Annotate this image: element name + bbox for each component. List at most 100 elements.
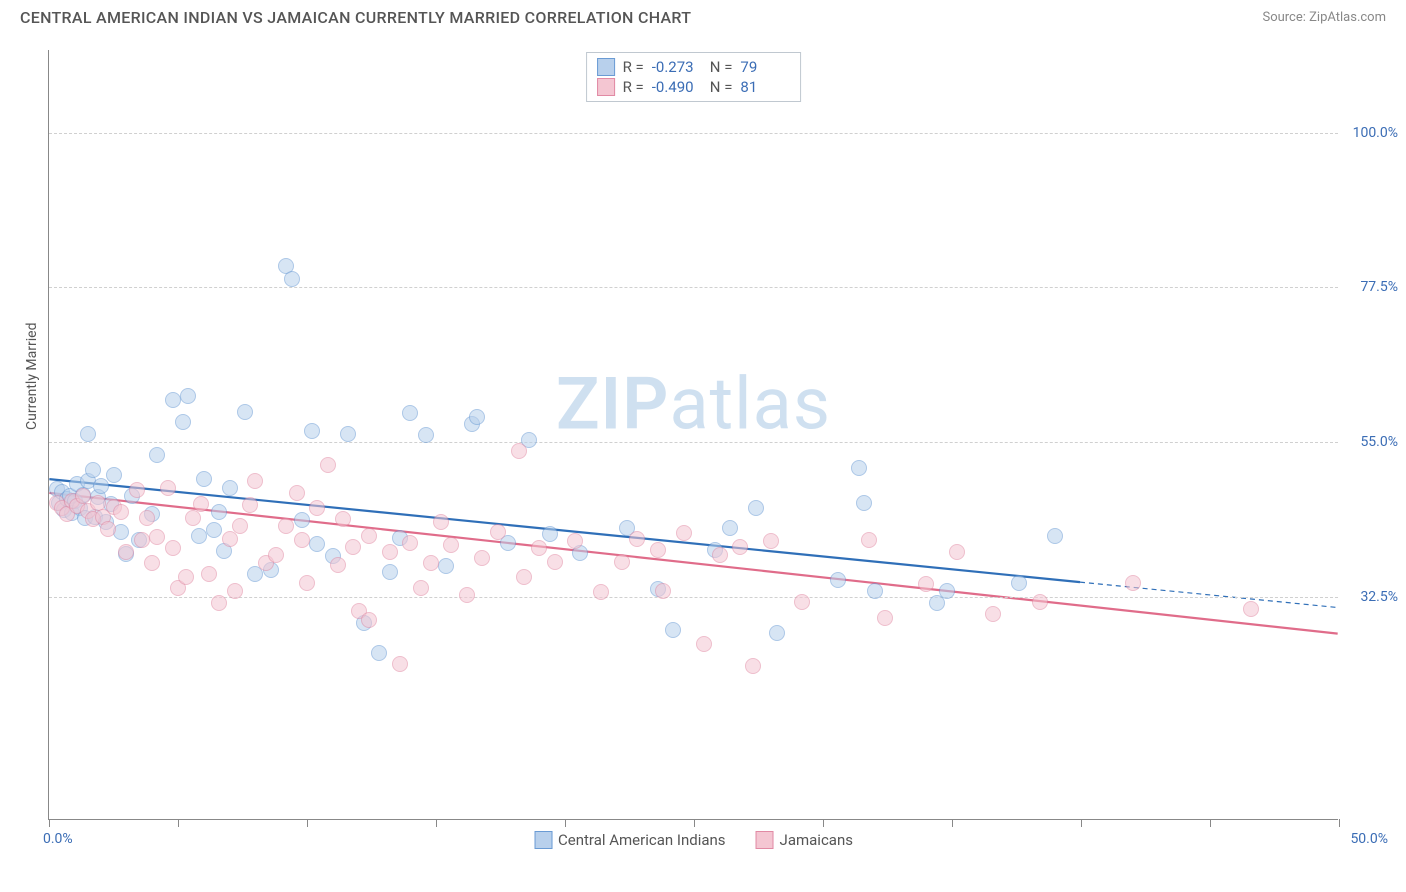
scatter-point — [877, 610, 893, 626]
x-tick — [49, 819, 50, 827]
scatter-point — [490, 524, 506, 540]
bottom-legend: Central American Indians Jamaicans — [534, 831, 853, 849]
scatter-point — [567, 533, 583, 549]
scatter-point — [165, 540, 181, 556]
scatter-point — [196, 471, 212, 487]
scatter-point — [443, 537, 459, 553]
scatter-point — [175, 414, 191, 430]
scatter-point — [278, 518, 294, 534]
scatter-point — [227, 583, 243, 599]
gridline — [49, 442, 1338, 443]
scatter-point — [85, 462, 101, 478]
scatter-point — [676, 525, 692, 541]
scatter-point — [144, 555, 160, 571]
scatter-point — [402, 405, 418, 421]
x-tick — [823, 819, 824, 827]
legend-item-1: Central American Indians — [534, 831, 726, 849]
legend-swatch-bottom-1 — [534, 831, 552, 849]
scatter-point — [438, 558, 454, 574]
scatter-point — [304, 423, 320, 439]
scatter-point — [211, 595, 227, 611]
scatter-point — [459, 587, 475, 603]
scatter-point — [237, 404, 253, 420]
scatter-point — [830, 572, 846, 588]
y-tick-label: 100.0% — [1353, 125, 1398, 141]
scatter-point — [418, 427, 434, 443]
scatter-point — [100, 521, 116, 537]
x-tick — [1339, 819, 1340, 827]
scatter-point — [650, 542, 666, 558]
scatter-point — [712, 547, 728, 563]
scatter-point — [861, 532, 877, 548]
stats-row-1: R = -0.273 N = 79 — [597, 57, 791, 77]
scatter-point — [745, 658, 761, 674]
scatter-point — [371, 645, 387, 661]
scatter-point — [614, 554, 630, 570]
x-tick — [436, 819, 437, 827]
scatter-point — [1032, 594, 1048, 610]
scatter-point — [763, 533, 779, 549]
watermark-light: atlas — [669, 361, 831, 446]
y-tick-label: 32.5% — [1360, 589, 1398, 605]
scatter-point — [1125, 575, 1141, 591]
scatter-point — [547, 554, 563, 570]
scatter-point — [474, 550, 490, 566]
chart-container: CENTRAL AMERICAN INDIAN VS JAMAICAN CURR… — [0, 0, 1406, 892]
scatter-point — [191, 528, 207, 544]
scatter-point — [769, 625, 785, 641]
n-value-2: 81 — [740, 78, 790, 96]
scatter-point — [268, 547, 284, 563]
y-tick-label: 55.0% — [1360, 434, 1398, 450]
scatter-point — [289, 485, 305, 501]
scatter-point — [402, 535, 418, 551]
scatter-point — [516, 569, 532, 585]
scatter-point — [129, 482, 145, 498]
watermark: ZIPatlas — [556, 361, 831, 446]
x-label-min: 0.0% — [43, 831, 73, 847]
scatter-point — [423, 555, 439, 571]
source-label: Source: ZipAtlas.com — [1262, 10, 1386, 25]
scatter-point — [939, 583, 955, 599]
scatter-point — [1047, 528, 1063, 544]
scatter-point — [139, 510, 155, 526]
scatter-point — [193, 496, 209, 512]
scatter-point — [222, 480, 238, 496]
legend-label-1: Central American Indians — [558, 831, 726, 849]
n-label-2: N = — [710, 78, 733, 96]
scatter-point — [722, 520, 738, 536]
scatter-point — [918, 576, 934, 592]
scatter-point — [294, 532, 310, 548]
legend-swatch-1 — [597, 58, 615, 76]
scatter-point — [149, 529, 165, 545]
scatter-point — [299, 575, 315, 591]
scatter-point — [80, 426, 96, 442]
scatter-point — [985, 606, 1001, 622]
scatter-point — [134, 532, 150, 548]
watermark-bold: ZIP — [556, 361, 669, 446]
r-label: R = — [623, 58, 644, 76]
scatter-point — [345, 539, 361, 555]
scatter-point — [794, 594, 810, 610]
scatter-point — [242, 497, 258, 513]
legend-label-2: Jamaicans — [780, 831, 853, 849]
scatter-point — [469, 409, 485, 425]
scatter-point — [309, 536, 325, 552]
header: CENTRAL AMERICAN INDIAN VS JAMAICAN CURR… — [0, 0, 1406, 31]
legend-swatch-2 — [597, 78, 615, 96]
scatter-point — [180, 388, 196, 404]
scatter-point — [93, 478, 109, 494]
scatter-point — [106, 467, 122, 483]
scatter-point — [511, 443, 527, 459]
scatter-point — [382, 544, 398, 560]
scatter-point — [118, 544, 134, 560]
scatter-point — [178, 569, 194, 585]
x-tick — [178, 819, 179, 827]
scatter-point — [851, 460, 867, 476]
r-value-2: -0.490 — [652, 78, 702, 96]
n-value-1: 79 — [740, 58, 790, 76]
scatter-point — [247, 473, 263, 489]
gridline — [49, 133, 1338, 134]
scatter-point — [392, 656, 408, 672]
scatter-point — [309, 500, 325, 516]
scatter-point — [629, 531, 645, 547]
